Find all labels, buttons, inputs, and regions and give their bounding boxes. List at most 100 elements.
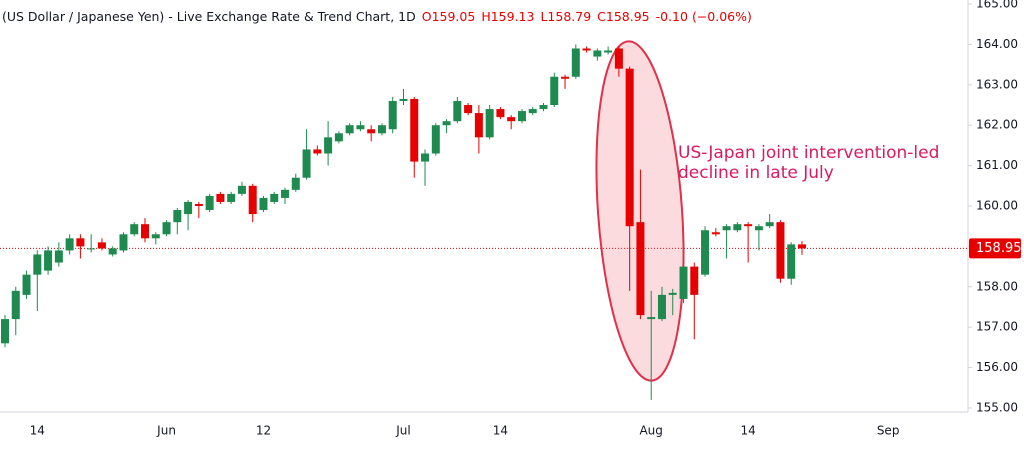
- candle-body: [54, 250, 63, 263]
- candle-body: [690, 266, 699, 295]
- x-tick-label: Jul: [395, 424, 410, 438]
- candle-body: [141, 224, 150, 239]
- y-tick-label: 158.00: [976, 279, 1018, 293]
- candle-body: [722, 226, 731, 231]
- candle-body: [44, 250, 53, 271]
- candle-body: [76, 238, 85, 247]
- candle-body: [754, 226, 763, 231]
- candle-body: [291, 177, 300, 190]
- candle-body: [367, 129, 376, 134]
- candle-body: [184, 201, 193, 215]
- candle-body: [625, 68, 634, 227]
- x-tick-label: Jun: [156, 424, 176, 438]
- candle-body: [270, 193, 279, 202]
- candle-body: [776, 222, 785, 279]
- candle-body: [464, 105, 473, 114]
- header: (US Dollar / Japanese Yen) - Live Exchan…: [2, 9, 752, 24]
- candle-body: [97, 242, 106, 249]
- x-tick-label: 12: [256, 424, 271, 438]
- candle-body: [399, 98, 408, 101]
- last-price-label: 158.95: [976, 241, 1022, 256]
- candle-body: [787, 244, 796, 279]
- candle-body: [442, 121, 451, 126]
- candle-body: [517, 111, 526, 122]
- candle-body: [733, 224, 742, 231]
- candle-body: [550, 76, 559, 106]
- ohlc-c: C158.95: [597, 9, 649, 24]
- candle-body: [162, 222, 171, 235]
- y-tick-label: 155.00: [976, 400, 1018, 414]
- x-tick-label: Sep: [877, 424, 900, 438]
- x-tick-label: 14: [493, 424, 508, 438]
- change: -0.10 (−0.06%): [656, 9, 752, 24]
- candle-body: [313, 149, 322, 154]
- candle-body: [334, 133, 343, 142]
- y-tick-label: 162.00: [976, 118, 1018, 132]
- candle-body: [345, 125, 354, 134]
- candle-body: [108, 248, 117, 255]
- y-tick-label: 161.00: [976, 158, 1018, 172]
- candle-body: [765, 222, 774, 227]
- candle-body: [302, 149, 311, 178]
- candle-body: [604, 50, 613, 53]
- ohlc-h: H159.13: [481, 9, 534, 24]
- y-tick-label: 156.00: [976, 360, 1018, 374]
- candle-body: [485, 109, 494, 138]
- candle-body: [647, 317, 656, 320]
- candle-body: [22, 274, 31, 295]
- candle-body: [377, 125, 386, 134]
- y-tick-label: 160.00: [976, 199, 1018, 213]
- candle-body: [539, 105, 548, 110]
- candle-body: [87, 248, 96, 250]
- chart-title: (US Dollar / Japanese Yen) - Live Exchan…: [2, 9, 416, 24]
- candle-body: [474, 113, 483, 138]
- candle-body: [205, 195, 214, 211]
- candle-body: [657, 294, 666, 320]
- x-tick-label: 14: [740, 424, 755, 438]
- ohlc-l: L158.79: [540, 9, 591, 24]
- candle-body: [151, 234, 160, 239]
- candle-body: [248, 185, 257, 215]
- candle-body: [614, 48, 623, 69]
- last-price-box: [969, 238, 1021, 259]
- ohlc-o: O159.05: [422, 9, 476, 24]
- candle-body: [259, 197, 268, 211]
- x-tick-label: 14: [30, 424, 45, 438]
- candle-body: [119, 234, 128, 251]
- candle-body: [194, 203, 203, 206]
- candle-body: [281, 189, 290, 198]
- candle-body: [324, 137, 333, 154]
- candle-body: [593, 50, 602, 57]
- candle-body: [130, 224, 139, 235]
- y-tick-label: 163.00: [976, 77, 1018, 91]
- annotation-line: decline in late July: [678, 163, 834, 183]
- candle-body: [237, 185, 246, 194]
- candle-body: [528, 109, 537, 114]
- y-tick-label: 164.00: [976, 37, 1018, 51]
- candle-body: [453, 100, 462, 122]
- candle-body: [173, 210, 182, 223]
- candle-body: [410, 98, 419, 162]
- candle-body: [216, 193, 225, 202]
- candle-body: [571, 48, 580, 77]
- candle-body: [388, 100, 397, 130]
- annotation-line: US-Japan joint intervention-led: [678, 143, 939, 163]
- candle-body: [227, 193, 236, 202]
- candle-body: [711, 232, 720, 235]
- candle-body: [496, 109, 505, 118]
- candle-body: [421, 153, 430, 162]
- candle-body: [33, 254, 42, 275]
- candle-body: [65, 238, 74, 251]
- candle-body: [561, 76, 570, 79]
- candle-body: [701, 230, 710, 275]
- candle-body: [668, 292, 677, 295]
- x-tick-label: Aug: [639, 424, 662, 438]
- candle-body: [797, 244, 806, 249]
- candle-body: [744, 224, 753, 227]
- candle-body: [636, 222, 645, 316]
- candle-body: [507, 117, 516, 122]
- y-tick-label: 157.00: [976, 320, 1018, 334]
- candle-body: [356, 125, 365, 130]
- candle-body: [582, 48, 591, 51]
